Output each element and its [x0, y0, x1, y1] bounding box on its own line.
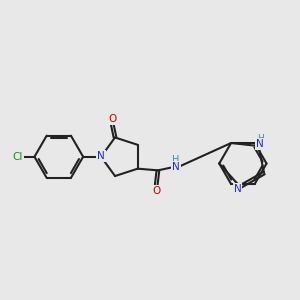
- Text: N: N: [97, 152, 105, 161]
- Text: H: H: [257, 134, 263, 143]
- Text: N: N: [256, 140, 264, 149]
- Text: Cl: Cl: [12, 152, 23, 162]
- Text: N: N: [172, 162, 180, 172]
- Text: O: O: [108, 114, 116, 124]
- Text: O: O: [152, 186, 160, 196]
- Text: H: H: [172, 154, 179, 164]
- Text: N: N: [234, 184, 241, 194]
